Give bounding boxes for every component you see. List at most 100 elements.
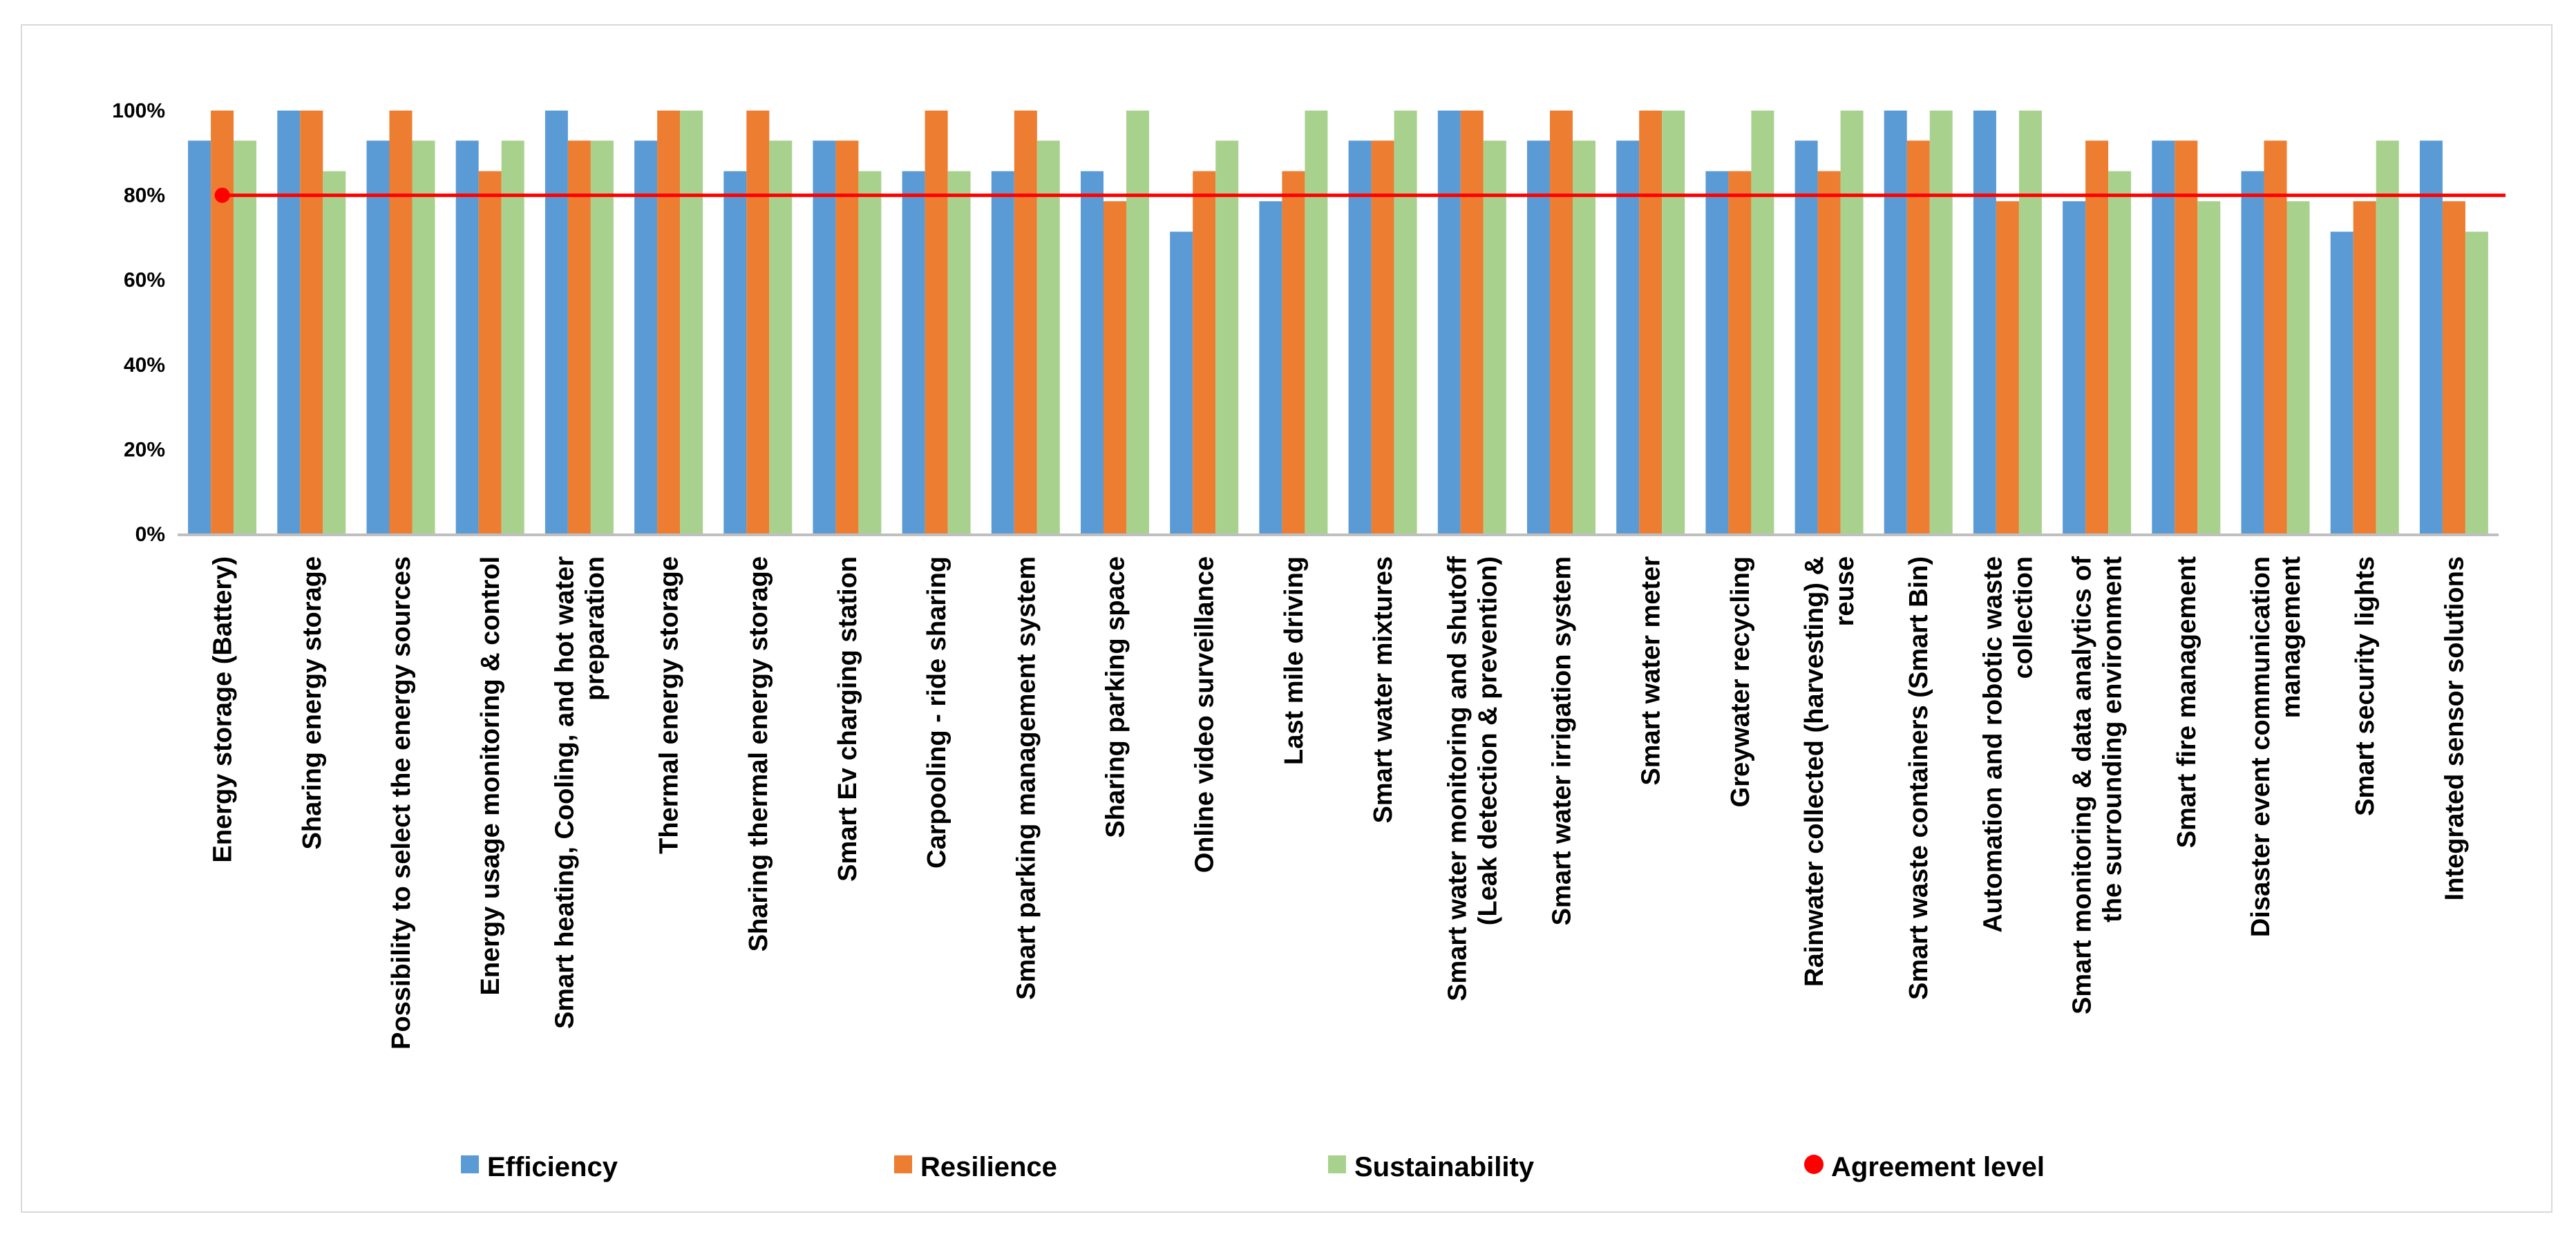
y-tick-label: 20% (124, 438, 165, 461)
bar-resilience (835, 140, 859, 534)
bar-resilience (1639, 111, 1663, 534)
bar-resilience (1906, 140, 1930, 534)
bar-resilience (657, 111, 681, 534)
category-label: Smart water mixtures (1369, 556, 1398, 824)
category-label: Energy usage monitoring & control (476, 556, 505, 996)
y-tick-label: 60% (124, 269, 165, 292)
y-tick-label: 0% (135, 523, 165, 546)
category-label: Smart heating, Cooling, and hot waterpre… (550, 556, 609, 1029)
bar-sustainability (1840, 111, 1864, 534)
bar-resilience (2264, 140, 2287, 534)
bar-resilience (478, 171, 502, 534)
category-label: Integrated sensor solutions (2440, 556, 2469, 900)
bar-resilience (1460, 111, 1484, 534)
bar-efficiency (2241, 171, 2264, 534)
bar-resilience (925, 111, 948, 534)
bar-sustainability (1929, 111, 1953, 534)
bar-resilience (1193, 171, 1216, 534)
legend-label: Efficiency (487, 1152, 618, 1182)
bar-resilience (1728, 171, 1752, 534)
y-tick-label: 100% (112, 100, 165, 122)
bar-efficiency (2419, 140, 2443, 534)
bar-sustainability (2108, 171, 2132, 534)
bar-efficiency (1437, 111, 1461, 534)
category-label: Possibility to select the energy sources (387, 556, 416, 1050)
bar-sustainability (234, 140, 257, 534)
bar-efficiency (455, 140, 479, 534)
category-label: Smart water monitoring and shutoff(Leak … (1443, 556, 1502, 1001)
bar-sustainability (501, 140, 524, 534)
category-label: Smart parking management system (1012, 556, 1041, 1000)
bar-efficiency (2063, 201, 2086, 534)
legend-swatch-sustainability (1328, 1155, 1346, 1173)
category-label: Smart waste containers (Smart Bin) (1904, 556, 1933, 1000)
bar-sustainability (2197, 201, 2221, 534)
bar-sustainability (1662, 111, 1685, 534)
bar-resilience (1282, 171, 1305, 534)
bar-efficiency (1616, 140, 1640, 534)
bar-sustainability (590, 140, 614, 534)
bar-efficiency (723, 171, 747, 534)
category-label: Rainwater collected (harvesting) &reuse (1800, 556, 1859, 987)
bar-sustainability (769, 140, 793, 534)
bar-efficiency (1705, 171, 1729, 534)
bar-efficiency (1973, 111, 1996, 534)
bar-resilience (2085, 140, 2109, 534)
category-label: Energy storage (Battery) (209, 556, 238, 862)
category-label: Sharing thermal energy storage (744, 556, 773, 952)
bar-chart: 0% 20% 40% 60% 80% 100% Energy storage (Batte… (112, 100, 2506, 1182)
bar-efficiency (1259, 201, 1282, 534)
category-label: Disaster event communicationmanagement (2246, 556, 2306, 938)
bar-sustainability (2286, 201, 2310, 534)
legend-label: Agreement level (1831, 1152, 2045, 1182)
bar-sustainability (2376, 140, 2399, 534)
bar-sustainability (412, 140, 435, 534)
bar-efficiency (366, 140, 390, 534)
bar-efficiency (2330, 231, 2354, 534)
legend-label: Sustainability (1354, 1152, 1535, 1182)
category-label: Greywater recycling (1726, 556, 1755, 807)
category-label: Smart monitoring & data analytics ofthe … (2068, 556, 2128, 1014)
category-label: Smart water meter (1637, 556, 1666, 786)
category-label: Thermal energy storage (655, 556, 684, 854)
bar-efficiency (277, 111, 301, 534)
bar-resilience (1817, 171, 1841, 534)
bar-sustainability (1215, 140, 1239, 534)
bar-efficiency (1884, 111, 1907, 534)
bar-resilience (300, 111, 323, 534)
legend-swatch-efficiency (461, 1155, 479, 1173)
bar-efficiency (991, 171, 1014, 534)
bar-resilience (567, 140, 591, 534)
bar-resilience (1104, 201, 1126, 534)
bar-efficiency (813, 140, 836, 534)
bar-sustainability (323, 171, 346, 534)
bar-efficiency (188, 140, 211, 534)
category-label: Smart fire management (2172, 556, 2201, 849)
legend-label: Resilience (920, 1152, 1057, 1182)
bar-resilience (2175, 140, 2198, 534)
bar-resilience (1996, 201, 2019, 534)
bar-sustainability (947, 171, 971, 534)
bar-efficiency (1794, 140, 1818, 534)
agreement-level-marker (214, 187, 230, 203)
bar-efficiency (902, 171, 925, 534)
bar-resilience (389, 111, 413, 534)
bar-resilience (1371, 140, 1394, 534)
bar-efficiency (544, 111, 568, 534)
bar-sustainability (2018, 111, 2042, 534)
bar-resilience (1550, 111, 1573, 534)
bar-sustainability (680, 111, 703, 534)
legend-swatch-agreement-level (1804, 1155, 1824, 1174)
bar-sustainability (1483, 140, 1506, 534)
bar-sustainability (1751, 111, 1774, 534)
bar-sustainability (1394, 111, 1417, 534)
category-label: Sharing energy storage (298, 556, 327, 849)
bar-efficiency (634, 140, 658, 534)
y-tick-label: 40% (124, 354, 165, 377)
category-label: Smart Ev charging station (833, 556, 862, 882)
bar-resilience (211, 111, 234, 534)
bar-resilience (1014, 111, 1037, 534)
bar-sustainability (1573, 140, 1595, 534)
category-label: Smart security lights (2351, 556, 2380, 816)
bar-efficiency (1081, 171, 1104, 534)
